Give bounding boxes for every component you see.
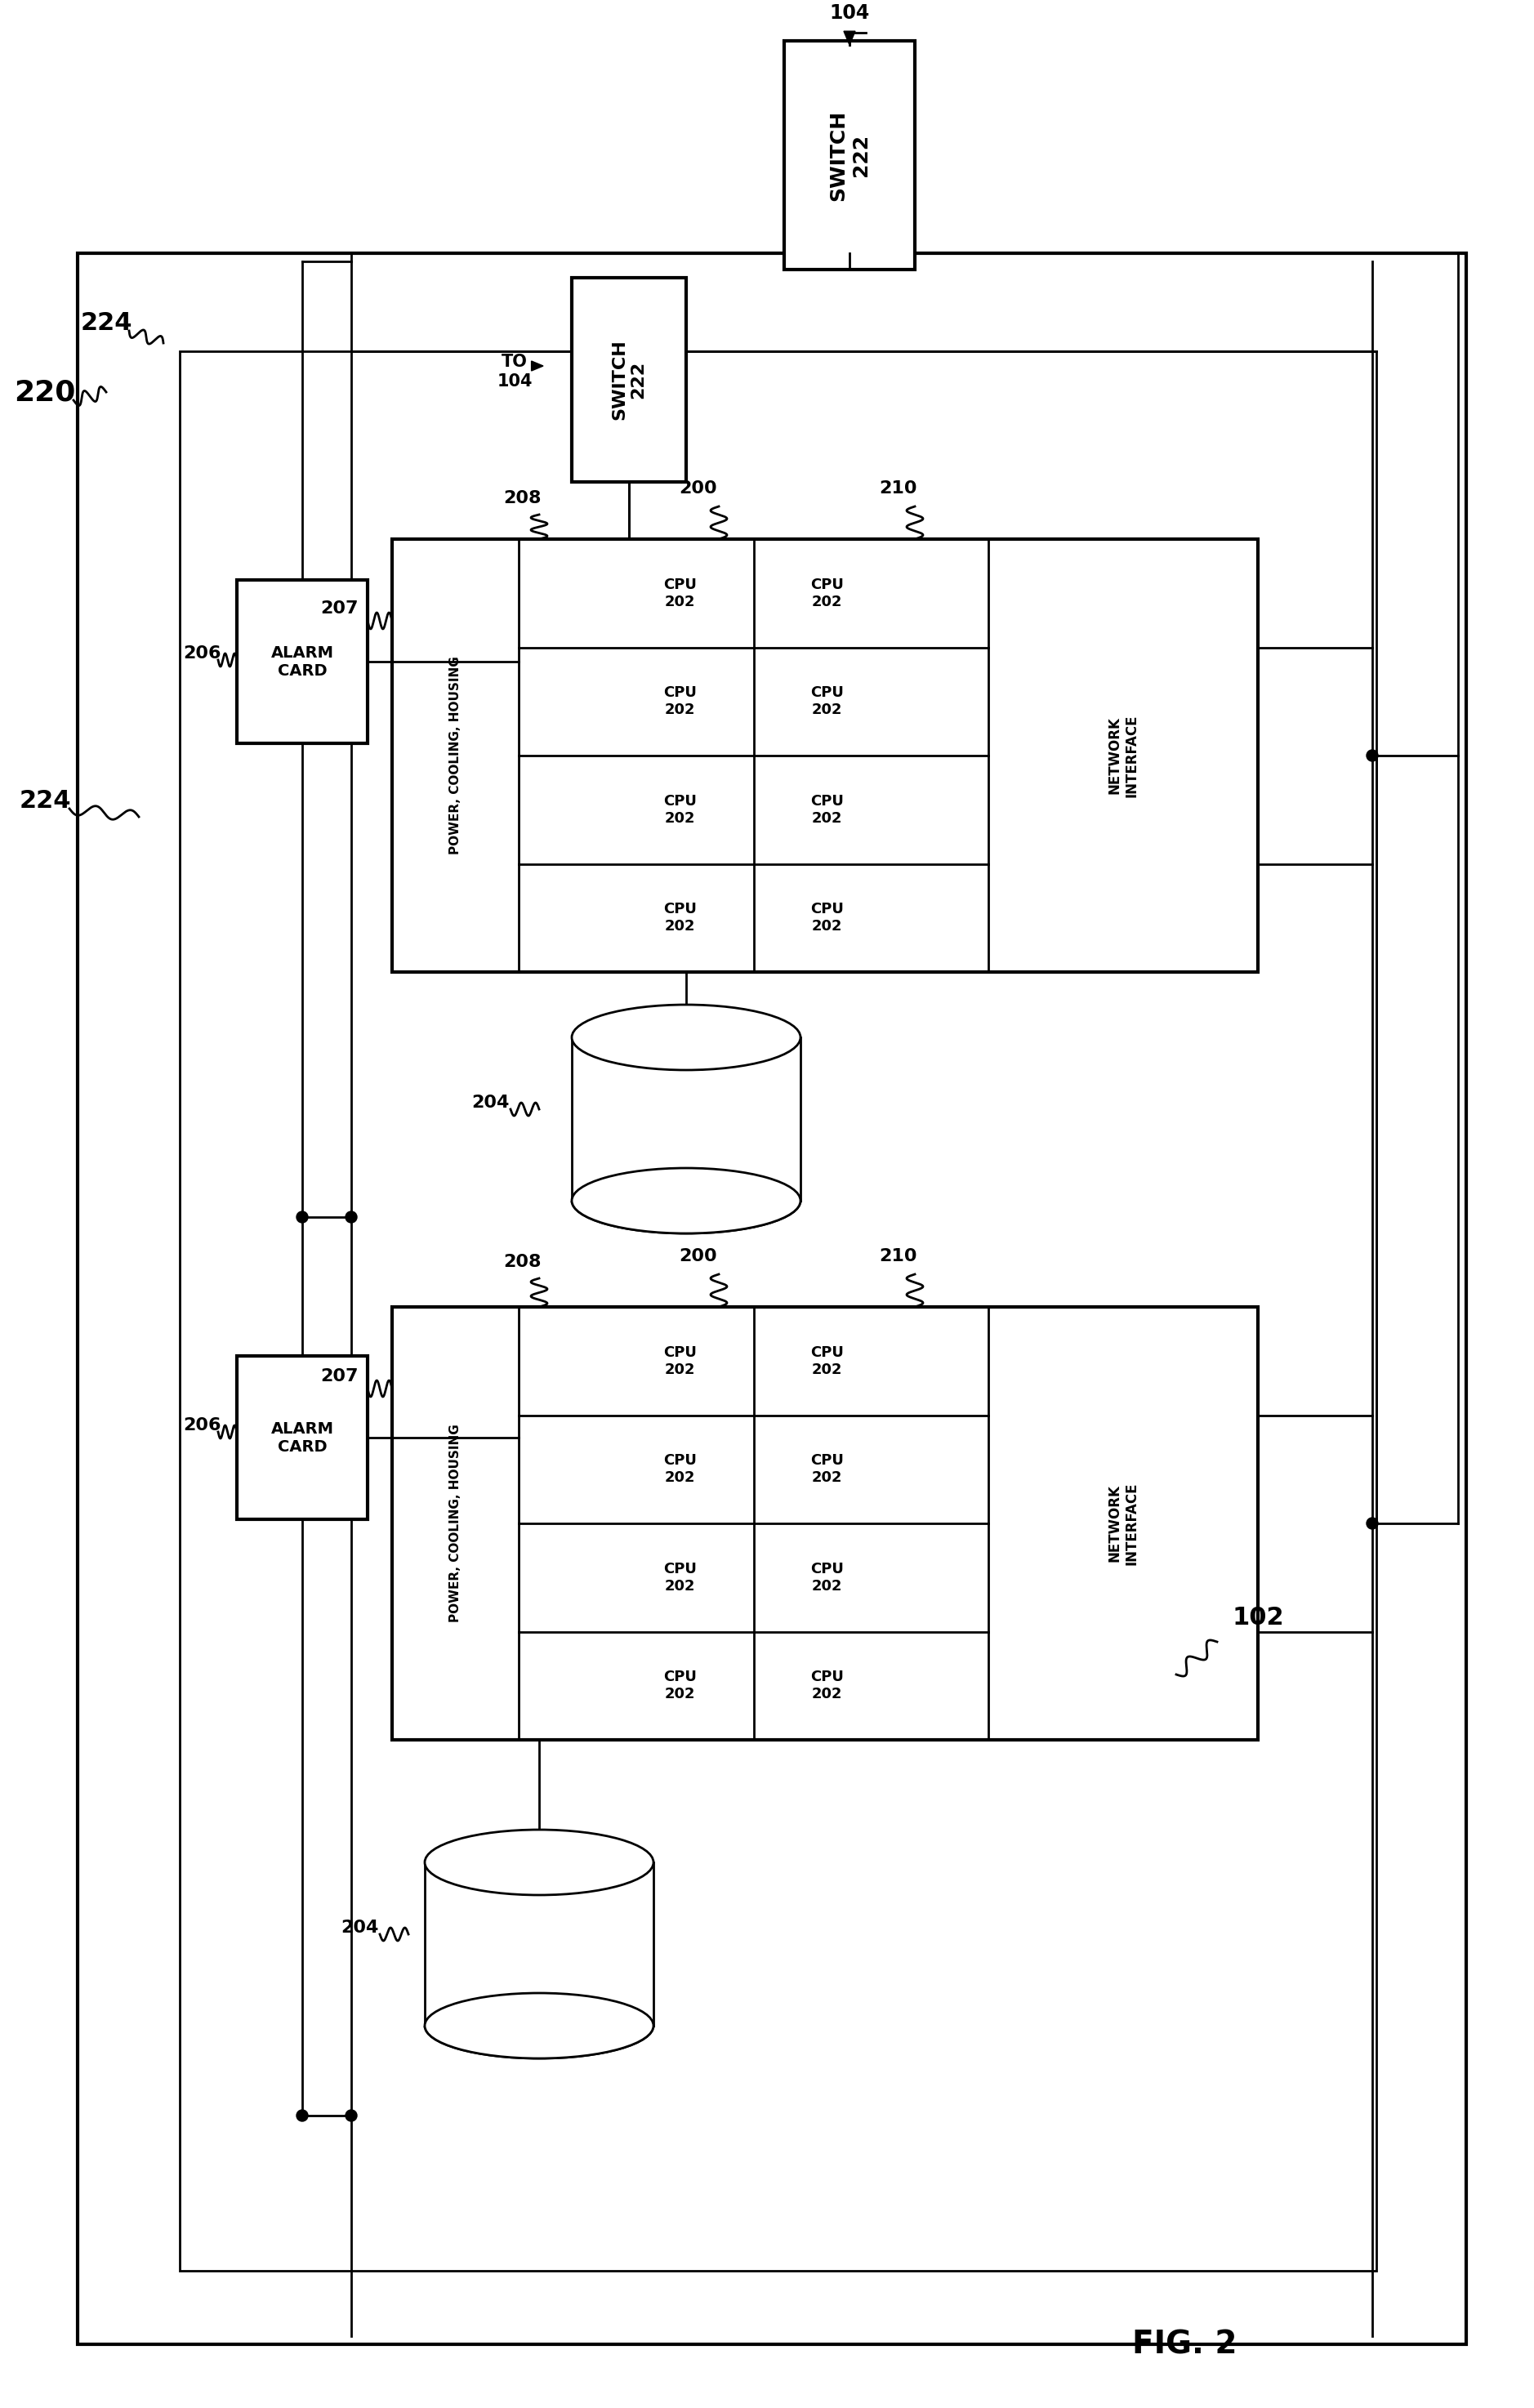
Ellipse shape [425, 1830, 653, 1895]
Text: TO
104: TO 104 [830, 0, 870, 22]
Text: CPU
202: CPU 202 [810, 1454, 844, 1486]
Text: ALARM
CARD: ALARM CARD [272, 1421, 334, 1454]
Circle shape [1367, 1517, 1378, 1529]
Text: CPU
202: CPU 202 [663, 1454, 696, 1486]
Text: 208: 208 [503, 1255, 542, 1269]
Circle shape [345, 1211, 357, 1223]
Text: CPU
202: CPU 202 [663, 578, 696, 609]
Text: CPU
202: CPU 202 [663, 1563, 696, 1594]
Text: 206: 206 [184, 1418, 221, 1433]
Text: CPU
202: CPU 202 [810, 1669, 844, 1702]
Text: NETWORK
INTERFACE: NETWORK INTERFACE [1108, 1481, 1138, 1565]
Text: 200: 200 [680, 479, 718, 496]
Ellipse shape [572, 1004, 801, 1069]
Bar [425, 1861, 653, 2025]
Text: ALARM
CARD: ALARM CARD [272, 645, 334, 679]
Text: CPU
202: CPU 202 [810, 578, 844, 609]
Ellipse shape [425, 1994, 653, 2059]
Bar [393, 539, 1258, 973]
Bar [784, 41, 914, 270]
Text: 200: 200 [680, 1247, 718, 1264]
Circle shape [296, 2109, 308, 2121]
Circle shape [345, 2109, 357, 2121]
Text: POWER, COOLING, HOUSING: POWER, COOLING, HOUSING [449, 657, 462, 855]
Text: NETWORK
INTERFACE: NETWORK INTERFACE [1108, 715, 1138, 797]
Text: TO
104: TO 104 [497, 354, 532, 390]
Text: CPU
202: CPU 202 [810, 1563, 844, 1594]
Text: 210: 210 [879, 479, 917, 496]
Text: CPU
202: CPU 202 [663, 795, 696, 826]
Text: 207: 207 [321, 600, 357, 616]
Text: CPU
202: CPU 202 [663, 903, 696, 934]
Bar [572, 277, 686, 482]
Bar [236, 580, 368, 744]
Text: POWER, COOLING, HOUSING: POWER, COOLING, HOUSING [449, 1423, 462, 1623]
Text: SWITCH
222: SWITCH 222 [828, 111, 871, 200]
Bar [179, 352, 1376, 2271]
Circle shape [296, 1211, 308, 1223]
Bar [572, 1038, 801, 1202]
Text: 210: 210 [879, 1247, 917, 1264]
Text: 102: 102 [1232, 1606, 1284, 1630]
Text: 206: 206 [184, 645, 221, 662]
Text: CPU
202: CPU 202 [663, 1346, 696, 1377]
Polygon shape [844, 31, 856, 46]
Bar [78, 253, 1467, 2345]
Text: 224: 224 [18, 790, 71, 811]
Text: FIG. 2: FIG. 2 [1132, 2329, 1236, 2360]
Polygon shape [531, 361, 543, 371]
Text: 207: 207 [321, 1368, 357, 1385]
Text: 208: 208 [503, 491, 542, 506]
Text: CPU
202: CPU 202 [663, 1669, 696, 1702]
Text: 204: 204 [471, 1096, 509, 1110]
Text: CPU
202: CPU 202 [810, 686, 844, 718]
Ellipse shape [572, 1168, 801, 1233]
Circle shape [1367, 749, 1378, 761]
Bar [393, 1308, 1258, 1741]
Text: 204: 204 [341, 1919, 379, 1936]
Text: CPU
202: CPU 202 [663, 686, 696, 718]
Text: 224: 224 [80, 311, 132, 335]
Text: CPU
202: CPU 202 [810, 903, 844, 934]
Text: SWITCH
222: SWITCH 222 [612, 340, 647, 419]
Text: CPU
202: CPU 202 [810, 1346, 844, 1377]
Text: CPU
202: CPU 202 [810, 795, 844, 826]
Text: 220: 220 [14, 378, 75, 407]
Bar [236, 1356, 368, 1519]
